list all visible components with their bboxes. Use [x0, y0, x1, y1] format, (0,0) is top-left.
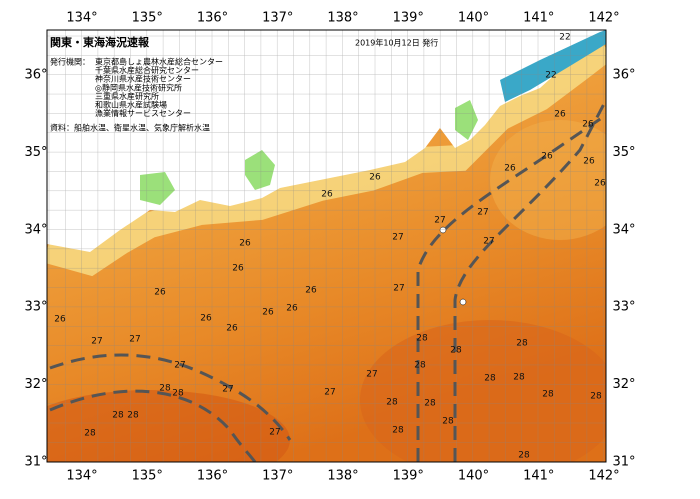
temperature-label: 26	[321, 190, 333, 200]
title: 関東・東海海況速報	[50, 35, 150, 49]
temperature-label: 27	[269, 428, 280, 438]
temperature-label: 28	[424, 399, 436, 409]
longitude-label: 139°	[393, 469, 424, 484]
latitude-label: 33°	[24, 300, 47, 315]
temperature-label: 26	[286, 304, 298, 314]
temperature-label: 26	[226, 324, 238, 334]
longitude-label: 139°	[393, 11, 424, 26]
longitude-label: 142°	[588, 469, 619, 484]
temperature-label: 27	[91, 337, 102, 347]
temperature-label: 26	[594, 179, 606, 189]
issuer: 三重県水産研究所	[95, 91, 159, 101]
temperature-label: 26	[554, 110, 566, 120]
temperature-label: 28	[127, 411, 139, 421]
longitude-label: 140°	[458, 11, 489, 26]
temperature-label: 26	[305, 286, 317, 296]
longitude-label: 134°	[66, 11, 97, 26]
temperature-label: 26	[200, 314, 212, 324]
temperature-label: 28	[484, 374, 496, 384]
temperature-label: 27	[392, 233, 403, 243]
longitude-label: 138°	[327, 11, 358, 26]
map-area	[47, 30, 606, 462]
issuer: 漁業情報サービスセンター	[95, 108, 191, 118]
longitude-label: 140°	[458, 469, 489, 484]
temperature-label: 26	[504, 164, 516, 174]
longitude-label: 142°	[588, 11, 619, 26]
longitude-label: 135°	[132, 469, 163, 484]
temperature-label: 27	[366, 370, 377, 380]
issue-date: 2019年10月12日 発行	[355, 38, 438, 48]
longitude-label: 135°	[132, 11, 163, 26]
temperature-label: 27	[393, 284, 404, 294]
temperature-label: 22	[545, 71, 556, 81]
longitude-label: 138°	[327, 469, 358, 484]
temperature-label: 26	[541, 152, 553, 162]
temperature-label: 26	[232, 264, 244, 274]
temperature-label: 28	[542, 390, 554, 400]
longitude-label: 137°	[262, 11, 293, 26]
longitude-label: 141°	[523, 469, 554, 484]
latitude-label: 32°	[612, 377, 635, 392]
longitude-label: 136°	[197, 469, 228, 484]
temperature-label: 27	[174, 361, 185, 371]
issuer: 和歌山県水産試験場	[95, 100, 167, 110]
temperature-label: 26	[582, 120, 594, 130]
temperature-label: 26	[583, 157, 595, 167]
temperature-label: 28	[513, 373, 525, 383]
temperature-label: 28	[159, 384, 171, 394]
temperature-label: 27	[477, 208, 488, 218]
temperature-label: 28	[590, 392, 602, 402]
latitude-label: 32°	[24, 377, 47, 392]
temperature-label: 27	[483, 237, 494, 247]
longitude-label: 136°	[197, 11, 228, 26]
temperature-label: 27	[222, 385, 233, 395]
temperature-label: 28	[442, 417, 454, 427]
temperature-label: 27	[129, 335, 140, 345]
temperature-label: 26	[239, 239, 251, 249]
latitude-label: 34°	[24, 222, 47, 237]
temperature-label: 28	[416, 334, 428, 344]
latitude-label: 35°	[612, 145, 635, 160]
latitude-label: 36°	[612, 68, 635, 83]
temperature-label: 27	[434, 216, 445, 226]
temperature-label: 26	[369, 173, 381, 183]
latitude-label: 36°	[24, 68, 47, 83]
issuer: 千葉県水産総合研究センター	[95, 65, 199, 75]
latitude-label: 31°	[24, 455, 47, 470]
temperature-label: 28	[414, 361, 426, 371]
temperature-label: 28	[172, 389, 184, 399]
longitude-label: 137°	[262, 469, 293, 484]
temperature-label: 26	[154, 288, 166, 298]
temperature-label: 28	[112, 411, 124, 421]
issuer: 神奈川県水産技術センター	[95, 74, 191, 84]
issuer: 東京都島しょ農林水産総合センター	[95, 57, 223, 67]
temperature-label: 26	[54, 315, 66, 325]
temperature-label: 26	[262, 308, 274, 318]
temperature-label: 28	[450, 346, 462, 356]
issuer: ◎静岡県水産技術研究所	[95, 82, 182, 92]
latitude-label: 34°	[612, 222, 635, 237]
temperature-label: 22	[559, 33, 570, 43]
source: 資料：船舶水温、衛星水温、気象庁解析水温	[50, 123, 210, 133]
longitude-label: 141°	[523, 11, 554, 26]
issuer-label: 発行機関：	[50, 57, 90, 67]
temperature-label: 28	[392, 426, 404, 436]
temperature-label: 28	[518, 451, 530, 461]
latitude-label: 35°	[24, 145, 47, 160]
temperature-label: 28	[386, 398, 398, 408]
temperature-label: 28	[516, 339, 528, 349]
latitude-label: 33°	[612, 300, 635, 315]
latitude-label: 31°	[612, 455, 635, 470]
temperature-label: 27	[324, 388, 335, 398]
longitude-label: 134°	[66, 469, 97, 484]
temperature-label: 28	[84, 429, 96, 439]
